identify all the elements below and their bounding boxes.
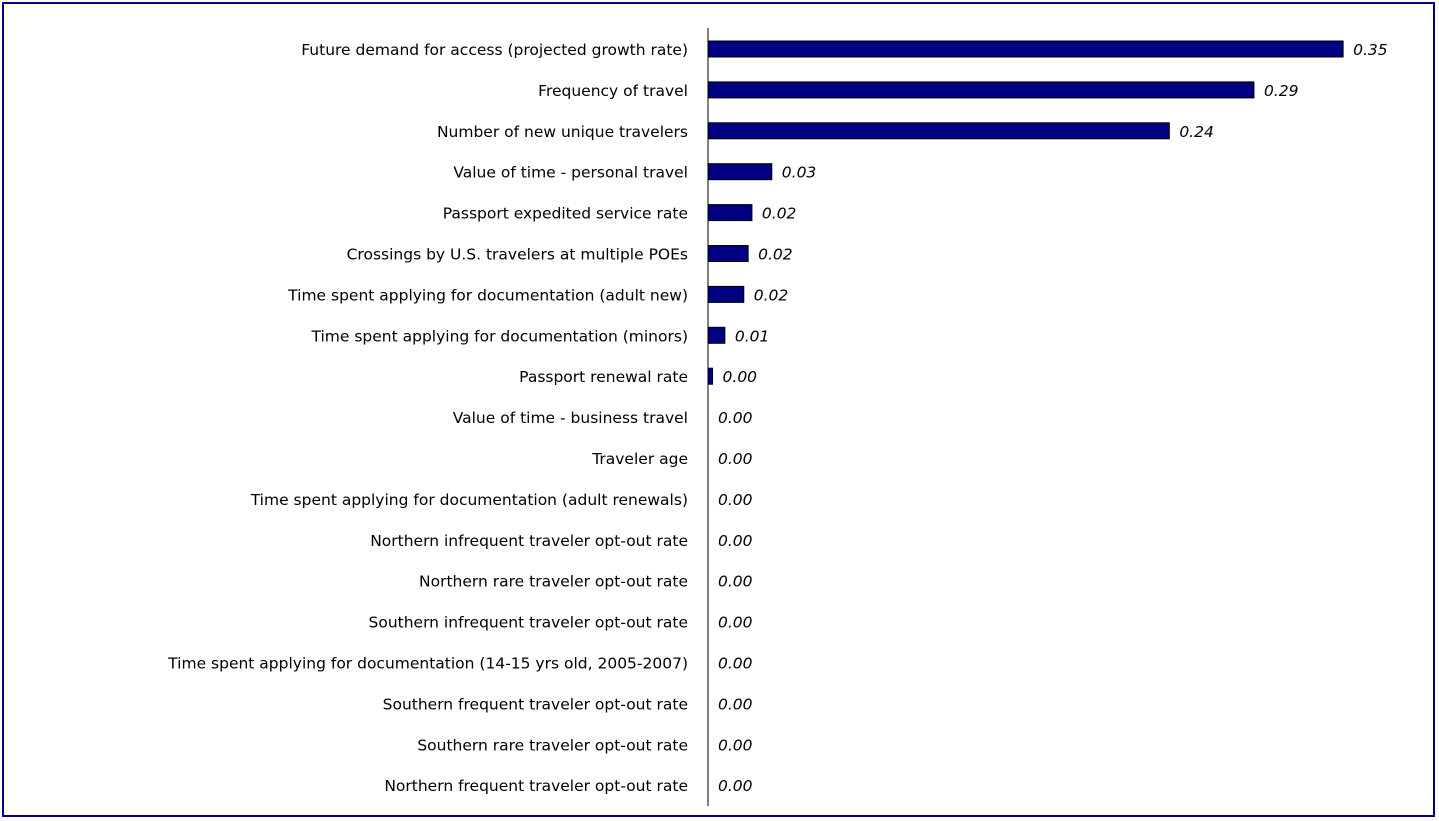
category-label: Northern rare traveler opt-out rate [419, 573, 688, 591]
bar [707, 40, 1344, 58]
bar [707, 81, 1255, 99]
value-label: 0.00 [718, 491, 753, 509]
bar [707, 163, 773, 181]
bar [707, 326, 726, 344]
category-label: Time spent applying for documentation (1… [167, 655, 688, 673]
category-label: Time spent applying for documentation (a… [287, 286, 688, 304]
category-label: Southern frequent traveler opt-out rate [383, 695, 688, 713]
category-label: Crossings by U.S. travelers at multiple … [347, 246, 688, 264]
bar [707, 245, 749, 262]
value-label: 0.00 [718, 532, 753, 550]
bar [707, 122, 1170, 140]
category-label: Passport renewal rate [519, 368, 688, 386]
value-label: 0.00 [718, 655, 753, 673]
value-label: 0.35 [1353, 41, 1388, 59]
value-label: 0.02 [754, 286, 789, 304]
value-label: 0.01 [735, 327, 770, 345]
bars-group [707, 40, 1344, 385]
value-label: 0.00 [718, 409, 753, 427]
value-label: 0.00 [718, 450, 753, 468]
bar [707, 204, 753, 222]
category-label: Frequency of travel [538, 82, 688, 100]
category-label: Northern frequent traveler opt-out rate [384, 777, 688, 795]
value-label: 0.00 [723, 368, 758, 386]
category-label: Passport expedited service rate [443, 205, 688, 223]
value-label: 0.03 [782, 164, 817, 182]
category-labels-group: Future demand for access (projected grow… [167, 41, 688, 795]
value-label: 0.02 [762, 205, 797, 223]
value-label: 0.02 [758, 246, 793, 264]
category-label: Time spent applying for documentation (a… [250, 491, 688, 509]
value-label: 0.00 [718, 614, 753, 632]
bar [707, 285, 745, 303]
category-label: Number of new unique travelers [437, 123, 688, 141]
value-labels-group: 0.35 0.29 0.24 0.03 0.02 0.02 0.02 0.01 0.00 0.00… [718, 41, 1388, 795]
category-label: Southern rare traveler opt-out rate [417, 736, 688, 754]
value-label: 0.00 [718, 573, 753, 591]
bar [707, 367, 714, 385]
category-label: Time spent applying for documentation (m… [310, 327, 688, 345]
value-label: 0.24 [1179, 123, 1214, 141]
category-label: Traveler age [591, 450, 688, 468]
value-label: 0.00 [718, 736, 753, 754]
value-label: 0.00 [718, 777, 753, 795]
category-label: Future demand for access (projected grow… [301, 41, 688, 59]
value-label: 0.29 [1264, 82, 1299, 100]
category-label: Southern infrequent traveler opt-out rat… [369, 614, 689, 632]
value-label: 0.00 [718, 695, 753, 713]
category-label: Northern infrequent traveler opt-out rat… [370, 532, 688, 550]
category-label: Value of time - business travel [453, 409, 688, 427]
category-label: Value of time - personal travel [453, 164, 688, 182]
